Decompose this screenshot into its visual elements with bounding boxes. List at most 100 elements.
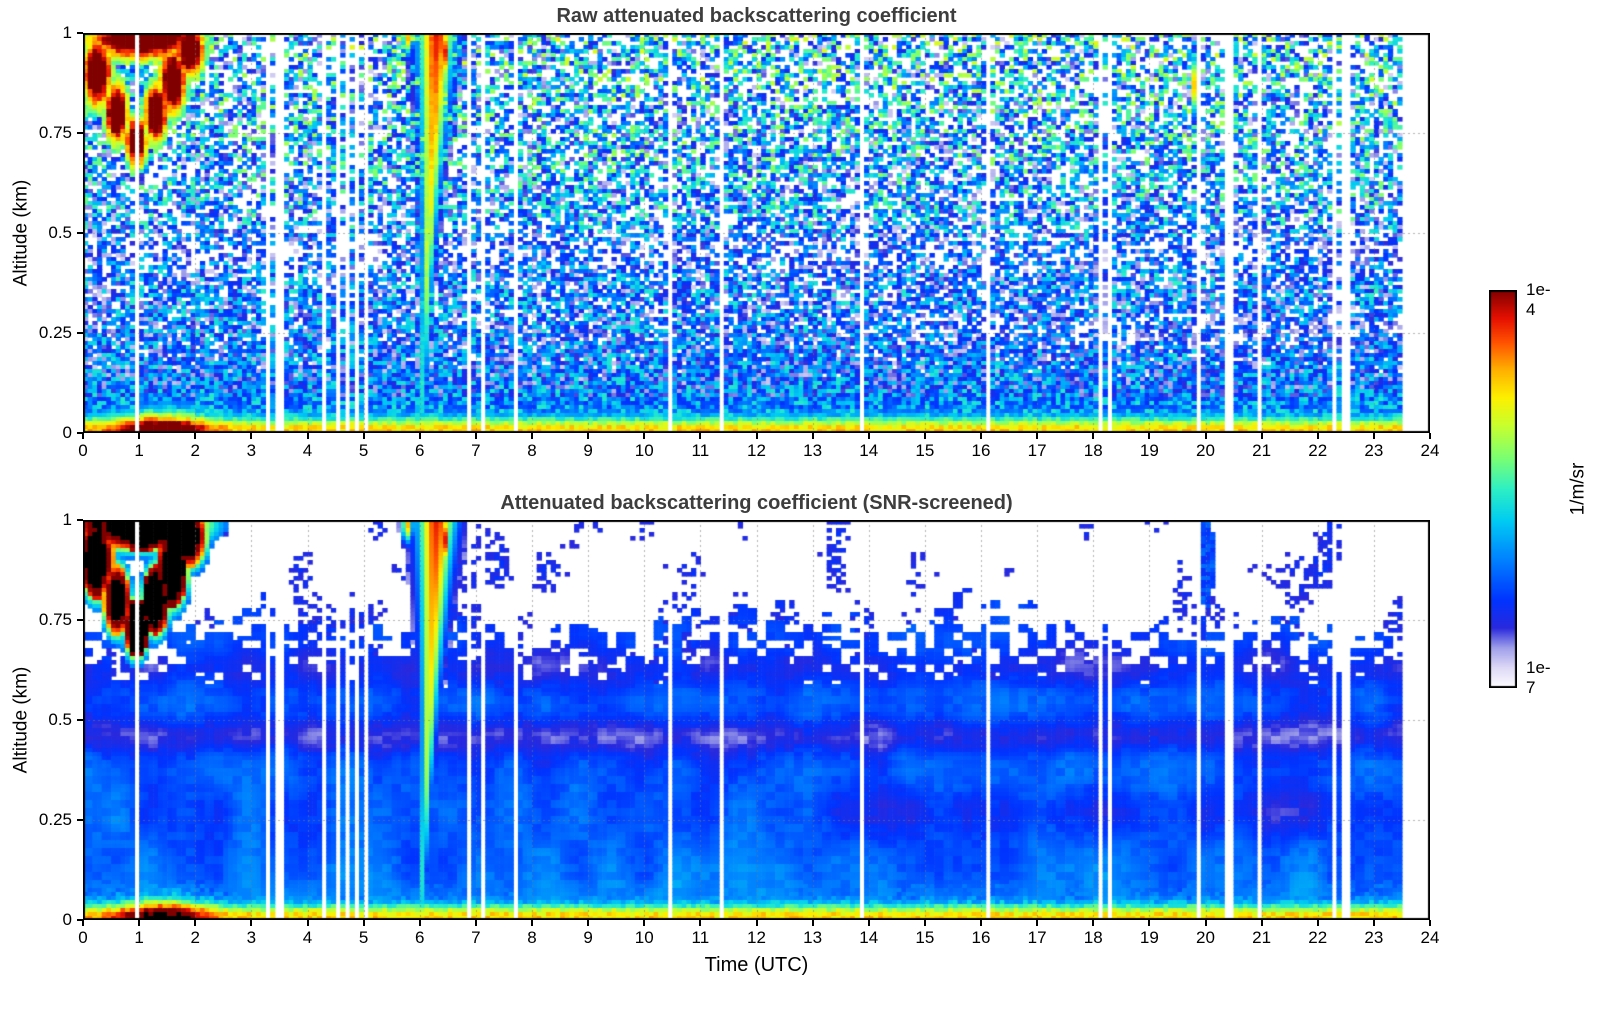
x-tick-mark bbox=[867, 920, 870, 926]
x-tick-mark bbox=[531, 433, 533, 439]
x-tick-label: 11 bbox=[691, 441, 710, 460]
x-tick-mark bbox=[980, 920, 982, 926]
x-tick-label: 4 bbox=[302, 441, 313, 460]
x-tick-label: 17 bbox=[1027, 441, 1047, 460]
panel-screened: Attenuated backscattering coefficient (S… bbox=[10, 492, 1439, 976]
colorbar-canvas bbox=[1489, 290, 1517, 688]
x-tick-mark bbox=[1092, 920, 1095, 926]
x-tick-mark bbox=[811, 433, 814, 439]
colorbar-max-tick-label: 1e-4 bbox=[1526, 280, 1551, 319]
x-tick-label: 14 bbox=[859, 928, 879, 947]
x-tick-mark bbox=[194, 433, 197, 439]
x-tick-mark bbox=[418, 920, 421, 926]
x-tick-mark bbox=[1036, 433, 1039, 439]
y-tick-label: 0.5 bbox=[48, 223, 72, 242]
x-tick-label: 2 bbox=[190, 441, 200, 460]
x-tick-mark bbox=[474, 920, 477, 926]
x-tick-mark bbox=[1372, 920, 1375, 926]
x-tick-mark bbox=[1316, 920, 1319, 926]
x-tick-mark bbox=[306, 920, 309, 926]
x-tick-label: 9 bbox=[583, 928, 593, 947]
panel-raw-title: Raw attenuated backscattering coefficien… bbox=[556, 5, 957, 27]
x-tick-mark bbox=[418, 433, 421, 439]
y-tick-mark bbox=[77, 332, 83, 334]
x-tick-label: 8 bbox=[527, 441, 537, 460]
x-tick-label: 0 bbox=[78, 928, 88, 947]
x-tick-label: 21 bbox=[1252, 441, 1272, 460]
y-tick-label: 1 bbox=[62, 23, 72, 42]
x-tick-label: 13 bbox=[803, 441, 823, 460]
x-tick-mark bbox=[306, 433, 309, 439]
panel-raw-xticks: 0 1 2 3 4 5 6 7 8 9 10 11 12 13 14 15 16 17 18 19 20 21 22 23 24 bbox=[78, 433, 1439, 469]
x-tick-mark bbox=[1316, 433, 1319, 439]
x-tick-mark bbox=[643, 433, 646, 439]
panel-raw: Raw attenuated backscattering coefficien… bbox=[10, 5, 1439, 460]
panel-screened-title: Attenuated backscattering coefficient (S… bbox=[500, 492, 1013, 514]
x-tick-mark bbox=[1148, 920, 1151, 926]
y-tick-label: 0.75 bbox=[38, 610, 72, 629]
x-tick-label: 10 bbox=[634, 441, 654, 460]
x-tick-label: 21 bbox=[1252, 928, 1272, 947]
x-tick-label: 9 bbox=[583, 441, 593, 460]
x-tick-mark bbox=[1204, 920, 1207, 926]
x-tick-label: 12 bbox=[747, 441, 766, 460]
x-tick-label: 1 bbox=[134, 441, 144, 460]
panel-raw-yticks: 0 0.25 0.5 0.75 1 bbox=[5, 23, 83, 442]
x-tick-mark bbox=[1372, 433, 1375, 439]
x-tick-label: 6 bbox=[415, 441, 425, 460]
x-tick-mark bbox=[587, 920, 590, 926]
x-tick-mark bbox=[1036, 920, 1039, 926]
x-tick-label: 14 bbox=[859, 441, 879, 460]
x-tick-label: 18 bbox=[1083, 441, 1103, 460]
x-tick-label: 8 bbox=[527, 928, 537, 947]
x-tick-label: 5 bbox=[358, 441, 369, 460]
y-tick-mark bbox=[77, 619, 83, 621]
x-tick-label: 4 bbox=[302, 928, 313, 947]
x-tick-label: 15 bbox=[915, 928, 935, 947]
x-tick-mark bbox=[1429, 920, 1431, 926]
y-tick-mark bbox=[77, 232, 83, 234]
x-tick-mark bbox=[755, 920, 758, 926]
x-tick-label: 17 bbox=[1027, 928, 1047, 947]
x-tick-mark bbox=[867, 433, 870, 439]
x-tick-label: 12 bbox=[747, 928, 766, 947]
raw-heatmap-canvas bbox=[83, 33, 1430, 433]
x-tick-label: 22 bbox=[1308, 441, 1328, 460]
x-tick-mark bbox=[531, 920, 533, 926]
x-tick-label: 24 bbox=[1420, 928, 1440, 947]
x-tick-mark bbox=[923, 433, 926, 439]
x-tick-mark bbox=[194, 920, 197, 926]
x-tick-label: 2 bbox=[190, 928, 200, 947]
x-tick-label: 20 bbox=[1196, 441, 1215, 460]
x-tick-label: 23 bbox=[1364, 441, 1384, 460]
colorbar-min-tick-label: 1e-7 bbox=[1526, 658, 1551, 697]
x-tick-mark bbox=[587, 433, 590, 439]
y-tick-label: 1 bbox=[62, 510, 72, 529]
x-tick-mark bbox=[250, 433, 253, 439]
y-tick-label: 0.75 bbox=[38, 123, 72, 142]
y-tick-mark bbox=[77, 819, 83, 821]
x-tick-mark bbox=[138, 920, 141, 926]
x-tick-label: 13 bbox=[803, 928, 823, 947]
x-tick-label: 3 bbox=[246, 441, 257, 460]
x-tick-mark bbox=[1204, 433, 1207, 439]
y-tick-label: 0.25 bbox=[38, 810, 72, 829]
x-tick-label: 20 bbox=[1196, 928, 1215, 947]
y-tick-mark bbox=[77, 719, 83, 721]
x-tick-mark bbox=[474, 433, 477, 439]
x-tick-label: 23 bbox=[1364, 928, 1384, 947]
x-tick-mark bbox=[362, 920, 365, 926]
colorbar: 1e-4 1e-7 1/m/sr bbox=[1489, 280, 1588, 697]
x-tick-mark bbox=[1260, 433, 1263, 439]
y-tick-mark bbox=[77, 919, 83, 921]
colorbar-unit-label: 1/m/sr bbox=[1567, 462, 1588, 516]
y-tick-label: 0 bbox=[62, 423, 72, 442]
x-tick-label: 11 bbox=[691, 928, 710, 947]
x-tick-mark bbox=[82, 433, 84, 439]
x-tick-mark bbox=[1148, 433, 1151, 439]
x-tick-label: 0 bbox=[78, 441, 88, 460]
colorbar-label-wrap: 1/m/sr bbox=[1565, 290, 1591, 688]
x-tick-label: 15 bbox=[915, 441, 935, 460]
y-tick-label: 0 bbox=[62, 910, 72, 929]
